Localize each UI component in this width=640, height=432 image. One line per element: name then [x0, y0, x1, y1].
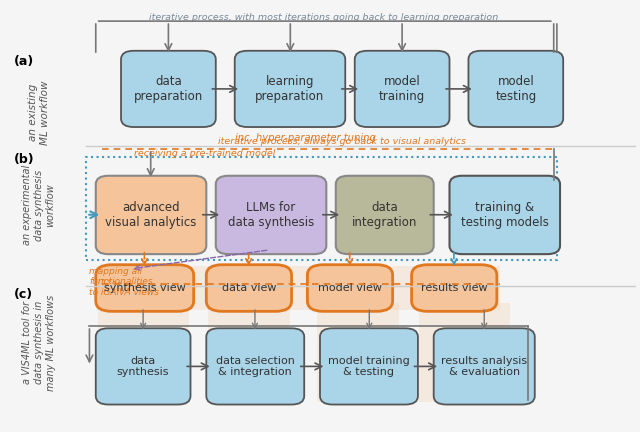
Text: (b): (b): [13, 153, 35, 166]
FancyBboxPatch shape: [96, 265, 194, 311]
FancyBboxPatch shape: [121, 51, 216, 127]
FancyBboxPatch shape: [96, 176, 206, 254]
Bar: [96, 266, 500, 310]
Bar: [86, 157, 557, 260]
Text: data selection
& integration: data selection & integration: [216, 356, 294, 377]
Text: (c): (c): [13, 288, 33, 301]
Text: results analysis
& evaluation: results analysis & evaluation: [441, 356, 527, 377]
FancyBboxPatch shape: [434, 328, 535, 404]
Text: model
training: model training: [379, 75, 425, 103]
Text: an existing
ML workflow: an existing ML workflow: [28, 80, 50, 145]
Text: model training
& testing: model training & testing: [328, 356, 410, 377]
Text: receiving a pre-trained model: receiving a pre-trained model: [134, 149, 275, 158]
Bar: [98, 303, 189, 403]
Text: inc. hyper-parameter tuning: inc. hyper-parameter tuning: [235, 133, 376, 143]
FancyBboxPatch shape: [216, 176, 326, 254]
Text: data
integration: data integration: [352, 201, 417, 229]
Text: data
preparation: data preparation: [134, 75, 203, 103]
Text: advanced
visual analytics: advanced visual analytics: [106, 201, 196, 229]
FancyBboxPatch shape: [320, 328, 418, 404]
Text: LLMs for
data synthesis: LLMs for data synthesis: [228, 201, 314, 229]
Text: an experimental
data synthesis
workflow: an experimental data synthesis workflow: [22, 165, 56, 245]
FancyBboxPatch shape: [449, 176, 560, 254]
Text: mapping all
functionalities
to iGAiVA views: mapping all functionalities to iGAiVA vi…: [90, 267, 159, 297]
Bar: [419, 303, 510, 403]
Text: results view: results view: [421, 283, 488, 293]
FancyBboxPatch shape: [307, 265, 393, 311]
FancyBboxPatch shape: [355, 51, 449, 127]
Text: learning
preparation: learning preparation: [255, 75, 324, 103]
Text: iterative process, with most iterations going back to learning preparation: iterative process, with most iterations …: [148, 13, 498, 22]
Bar: [208, 303, 291, 403]
FancyBboxPatch shape: [206, 265, 292, 311]
Text: training &
testing models: training & testing models: [461, 201, 548, 229]
Text: data view: data view: [221, 283, 276, 293]
FancyBboxPatch shape: [468, 51, 563, 127]
Text: (a): (a): [13, 55, 34, 68]
Text: data
synthesis: data synthesis: [117, 356, 170, 377]
FancyBboxPatch shape: [96, 328, 191, 404]
Text: model
testing: model testing: [495, 75, 536, 103]
Bar: [317, 303, 399, 403]
Text: model view: model view: [318, 283, 382, 293]
FancyBboxPatch shape: [336, 176, 434, 254]
FancyBboxPatch shape: [235, 51, 345, 127]
Text: iterative process, always go back to visual analytics: iterative process, always go back to vis…: [218, 137, 466, 146]
Text: a VIS4ML tool for
data synthesis in
many ML workflows: a VIS4ML tool for data synthesis in many…: [22, 294, 56, 391]
FancyBboxPatch shape: [206, 328, 304, 404]
Text: synthesis view: synthesis view: [104, 283, 186, 293]
FancyBboxPatch shape: [412, 265, 497, 311]
